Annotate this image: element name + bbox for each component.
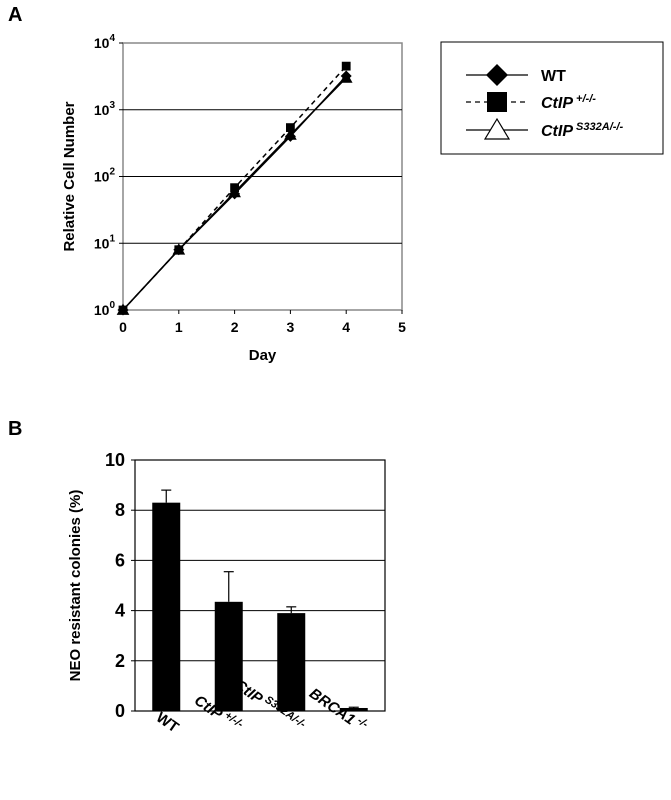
bar <box>214 601 243 711</box>
ctip-s332a-marker <box>284 128 297 140</box>
legend-label: CtIP S332A/-/- <box>541 121 623 140</box>
ctip-s332a-marker <box>228 185 241 198</box>
legend-square-icon <box>487 92 507 112</box>
x-category-label: WT <box>153 709 182 736</box>
y-axis-label: NEO resistant colonies (%) <box>67 490 84 682</box>
x-tick-label: 3 <box>287 319 295 335</box>
y-axis-label: Relative Cell Number <box>61 101 78 251</box>
legend-label: WT <box>541 68 566 85</box>
y-tick-label: 100 <box>94 300 116 318</box>
x-tick-label: 1 <box>175 319 183 335</box>
x-tick-label: 0 <box>119 319 127 335</box>
x-tick-label: 5 <box>398 319 406 335</box>
y-tick-label: 10 <box>105 450 125 470</box>
x-axis-label: Day <box>249 347 277 364</box>
y-tick-label: 4 <box>115 601 125 621</box>
y-tick-label: 6 <box>115 550 125 570</box>
panel-b-letter: B <box>8 418 23 440</box>
y-tick-label: 103 <box>94 100 116 118</box>
bar <box>339 707 368 711</box>
ctip-s332a-marker <box>172 243 186 255</box>
y-tick-label: 102 <box>94 167 116 185</box>
bar <box>277 613 306 711</box>
x-tick-label: 4 <box>342 319 350 335</box>
x-tick-label: 2 <box>231 319 239 335</box>
legend-triangle-icon <box>483 117 511 140</box>
ctip-het-marker <box>341 61 351 71</box>
y-tick-label: 8 <box>115 500 125 520</box>
y-tick-label: 101 <box>94 233 116 251</box>
y-tick-label: 0 <box>115 701 125 721</box>
growth-chart: 100 101 102 103 104 0 1 2 3 4 5 Day Relative Cell Nu… <box>61 33 664 364</box>
panel-a-letter: A <box>8 4 23 26</box>
y-tick-label: 2 <box>115 651 125 671</box>
bar <box>152 502 181 711</box>
ctip-s332a-marker <box>116 303 130 315</box>
legend-box <box>440 41 664 155</box>
y-tick-label: 104 <box>94 33 116 51</box>
ctip-het-marker <box>286 123 295 133</box>
legend-label: CtIP +/-/- <box>541 93 596 112</box>
legend-diamond-icon <box>486 64 508 86</box>
